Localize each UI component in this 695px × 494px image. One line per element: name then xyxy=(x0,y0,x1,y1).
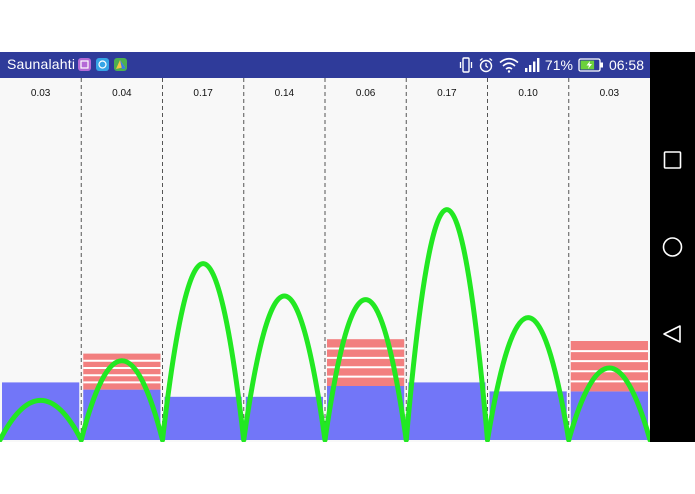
purple-app-icon xyxy=(78,58,91,71)
blue-bar xyxy=(489,391,567,440)
circle-icon xyxy=(662,237,683,257)
screen-bottom-margin xyxy=(0,442,695,494)
status-bar: Saunalahti 71% 06:58 xyxy=(0,52,650,78)
recent-apps-button[interactable] xyxy=(650,140,695,180)
chart: 0.03 0.04 0.17 0.14 0.06 0.17 0.10 0.03 xyxy=(0,78,650,442)
blue-bar xyxy=(408,382,486,440)
blue-bar xyxy=(245,396,323,440)
column-value-label: 0.06 xyxy=(356,88,376,99)
maps-app-icon xyxy=(114,58,127,71)
blue-bar xyxy=(327,386,405,440)
battery-charging-icon xyxy=(578,58,604,72)
green-arch xyxy=(485,315,572,442)
column-value-label: 0.10 xyxy=(518,88,538,99)
signal-icon xyxy=(524,57,540,73)
status-icons: 71% 06:58 xyxy=(459,56,644,74)
green-arch xyxy=(403,207,490,442)
square-icon xyxy=(663,151,682,169)
wifi-icon xyxy=(499,57,519,73)
vibrate-icon xyxy=(459,57,473,73)
column-value-label: 0.03 xyxy=(600,88,620,99)
column-value-label: 0.17 xyxy=(193,88,213,99)
green-arch xyxy=(0,398,84,442)
green-arch xyxy=(160,261,247,442)
screen-top-margin xyxy=(0,0,695,52)
green-arch xyxy=(566,365,650,442)
home-button[interactable] xyxy=(650,227,695,267)
blue-bar xyxy=(2,382,80,440)
column-value-label: 0.04 xyxy=(112,88,132,99)
column-value-label: 0.03 xyxy=(31,88,51,99)
blue-app-icon xyxy=(96,58,109,71)
column-value-label: 0.14 xyxy=(275,88,295,99)
back-button[interactable] xyxy=(650,314,695,354)
alarm-icon xyxy=(478,57,494,73)
clock-time: 06:58 xyxy=(608,57,644,73)
green-arch xyxy=(322,297,409,442)
green-arch xyxy=(78,358,165,442)
navigation-bar xyxy=(650,52,695,442)
chart-canvas[interactable]: 0.03 0.04 0.17 0.14 0.06 0.17 0.10 0.03 xyxy=(0,78,650,442)
column-value-label: 0.17 xyxy=(437,88,457,99)
green-arch xyxy=(241,293,328,442)
battery-percent: 71% xyxy=(544,57,573,73)
carrier-name: Saunalahti xyxy=(7,56,76,72)
back-triangle-icon xyxy=(663,325,681,343)
blue-bar xyxy=(164,396,242,440)
